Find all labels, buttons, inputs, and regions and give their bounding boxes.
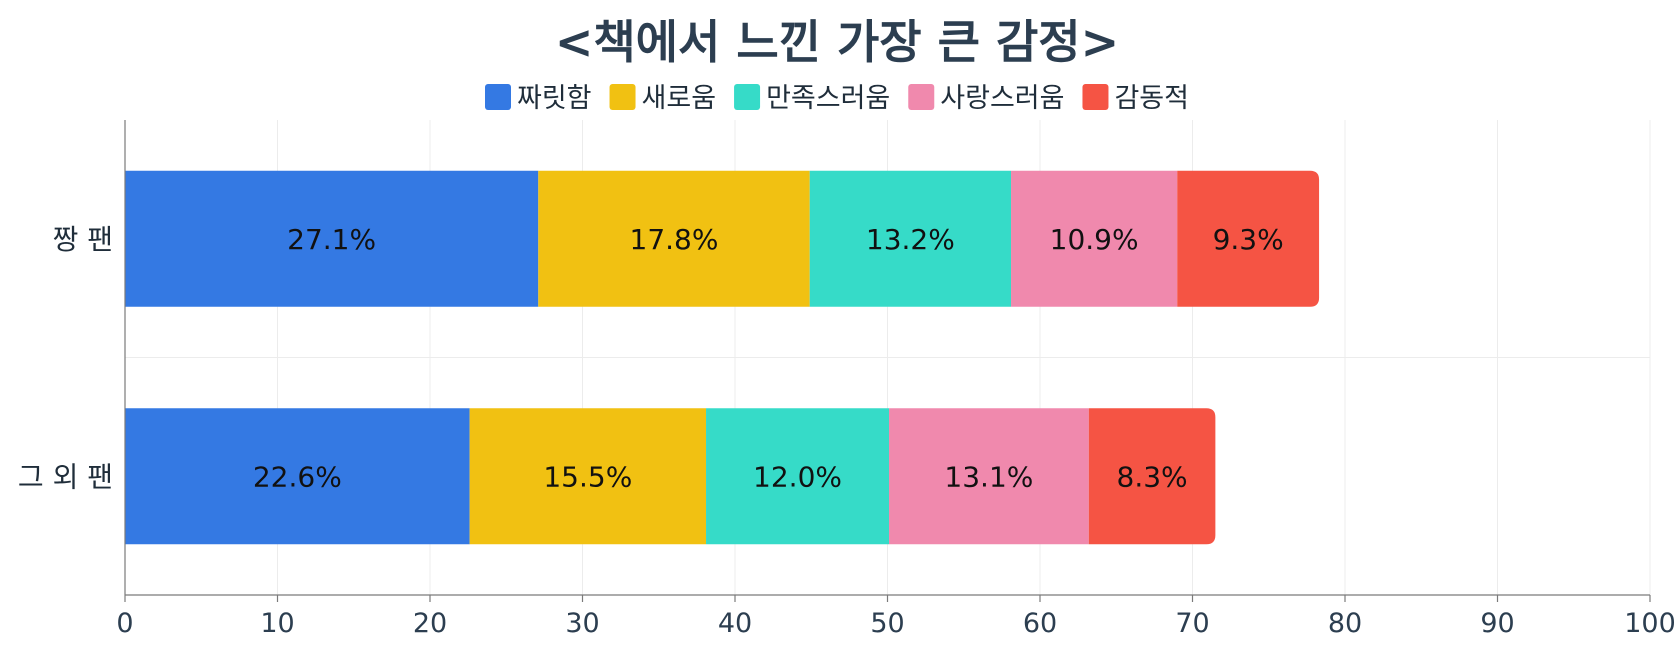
x-tick-label: 0 — [116, 608, 133, 639]
data-label: 27.1% — [287, 223, 376, 256]
x-tick-label: 20 — [413, 608, 447, 639]
x-tick-label: 10 — [260, 608, 294, 639]
bar-segment — [1177, 170, 1320, 307]
data-label: 10.9% — [1050, 223, 1139, 256]
legend-label: 사랑스러움 — [940, 83, 1064, 114]
legend-swatch — [908, 84, 935, 110]
x-tick-label: 80 — [1328, 608, 1362, 639]
data-label: 17.8% — [630, 223, 719, 256]
bar-segment — [125, 408, 470, 545]
bar-segment — [889, 408, 1089, 545]
data-label: 9.3% — [1213, 223, 1284, 256]
chart-title: <책에서 느낀 가장 큰 감정> — [554, 15, 1120, 69]
legend: 짜릿함 새로움 만족스러움 사랑스러움 감동적 — [485, 83, 1189, 114]
legend-label: 새로움 — [642, 83, 717, 114]
x-tick-label: 100 — [1624, 608, 1674, 639]
legend-label: 짜릿함 — [517, 83, 592, 114]
data-label: 22.6% — [253, 460, 342, 493]
legend-swatch — [485, 84, 511, 110]
x-tick-label: 90 — [1480, 608, 1514, 639]
data-label: 12.0% — [753, 460, 842, 493]
legend-swatch — [734, 84, 761, 110]
axes-layer: 짱 팬그 외 팬 0 10 20 30 40 50 60 70 80 90 100 — [18, 120, 1674, 639]
legend-label: 만족스러움 — [766, 83, 890, 114]
category-label: 그 외 팬 — [18, 460, 113, 493]
bar-segment — [706, 408, 890, 545]
legend-label: 감동적 — [1114, 83, 1189, 114]
data-label: 15.5% — [543, 460, 632, 493]
data-label: 13.2% — [866, 223, 955, 256]
bar-segment — [1011, 170, 1178, 307]
bar-segment — [538, 170, 810, 307]
x-tick-label: 70 — [1175, 608, 1209, 639]
x-tick-label: 50 — [870, 608, 904, 639]
bar-segment — [809, 170, 1012, 307]
bar-segment — [125, 170, 539, 307]
legend-swatch — [609, 84, 636, 110]
bars-layer: 27.1% 17.8% 13.2% 10.9% 9.3% 22.6% 15.5% 12.0% 1… — [125, 170, 1320, 545]
x-tick-label: 40 — [718, 608, 752, 639]
x-tick-label: 30 — [565, 608, 599, 639]
bar-segment — [1088, 408, 1216, 545]
category-label: 짱 팬 — [53, 223, 113, 256]
data-label: 13.1% — [944, 460, 1033, 493]
data-label: 8.3% — [1117, 460, 1188, 493]
x-tick-label: 60 — [1023, 608, 1057, 639]
legend-swatch — [1082, 84, 1109, 110]
bar-segment — [469, 408, 707, 545]
